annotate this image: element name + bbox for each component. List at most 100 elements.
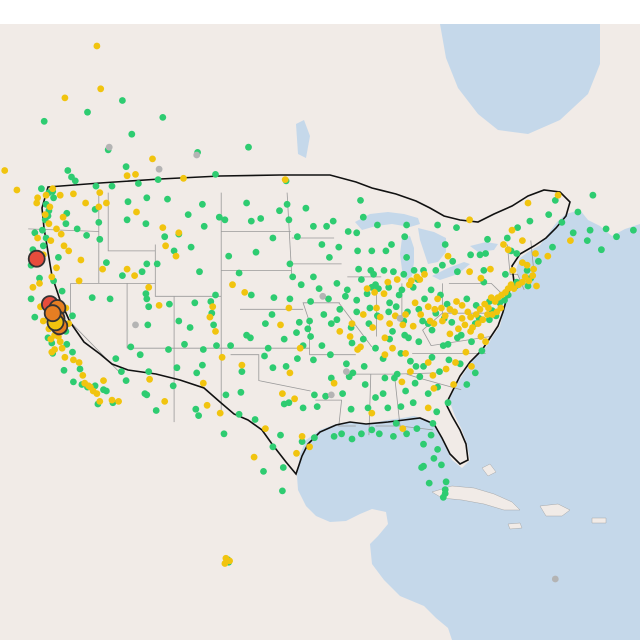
sensor-marker-good[interactable] xyxy=(127,343,135,351)
sensor-marker-good[interactable] xyxy=(280,400,288,408)
sensor-marker-good[interactable] xyxy=(454,268,461,276)
sensor-marker-moderate[interactable] xyxy=(530,265,537,273)
sensor-marker-moderate[interactable] xyxy=(455,325,462,333)
sensor-marker-moderate[interactable] xyxy=(203,401,211,409)
sensor-marker-good[interactable] xyxy=(100,386,107,394)
sensor-marker-good[interactable] xyxy=(370,270,377,278)
sensor-marker-good[interactable] xyxy=(193,369,201,377)
sensor-marker-good[interactable] xyxy=(92,182,100,190)
sensor-marker-moderate[interactable] xyxy=(544,252,552,260)
sensor-marker-good[interactable] xyxy=(27,295,35,303)
sensor-marker-moderate[interactable] xyxy=(363,285,371,292)
sensor-marker-good[interactable] xyxy=(335,243,343,251)
sensor-marker-good[interactable] xyxy=(161,233,169,241)
sensor-marker-moderate[interactable] xyxy=(216,409,224,417)
sensor-marker-good[interactable] xyxy=(428,326,436,334)
sensor-marker-no_data[interactable] xyxy=(132,321,139,329)
sensor-marker-good[interactable] xyxy=(235,269,243,277)
sensor-marker-good[interactable] xyxy=(364,404,372,412)
sensor-marker-good[interactable] xyxy=(145,368,153,375)
sensor-marker-good[interactable] xyxy=(388,241,395,248)
sensor-marker-moderate[interactable] xyxy=(285,304,293,312)
sensor-marker-moderate[interactable] xyxy=(504,246,512,254)
sensor-marker-good[interactable] xyxy=(336,305,344,313)
sensor-marker-moderate[interactable] xyxy=(93,390,101,397)
sensor-marker-moderate[interactable] xyxy=(416,276,424,283)
sensor-marker-moderate[interactable] xyxy=(115,398,122,405)
sensor-marker-moderate[interactable] xyxy=(103,199,110,207)
sensor-marker-moderate[interactable] xyxy=(371,289,378,296)
sensor-marker-good[interactable] xyxy=(295,318,303,326)
sensor-marker-moderate[interactable] xyxy=(398,378,406,386)
sensor-marker-moderate[interactable] xyxy=(199,379,207,387)
sensor-marker-good[interactable] xyxy=(269,234,277,242)
sensor-marker-moderate[interactable] xyxy=(41,211,49,219)
sensor-marker-good[interactable] xyxy=(432,267,440,274)
sensor-marker-good[interactable] xyxy=(392,420,400,427)
sensor-marker-good[interactable] xyxy=(602,225,610,233)
sensor-marker-moderate[interactable] xyxy=(434,295,441,303)
sensor-marker-moderate[interactable] xyxy=(77,256,85,264)
sensor-marker-moderate[interactable] xyxy=(277,321,284,329)
sensor-marker-good[interactable] xyxy=(327,374,335,382)
sensor-marker-good[interactable] xyxy=(333,280,341,287)
sensor-marker-good[interactable] xyxy=(392,303,400,311)
sensor-marker-good[interactable] xyxy=(445,356,453,364)
sensor-marker-good[interactable] xyxy=(269,364,277,372)
sensor-marker-good[interactable] xyxy=(298,438,306,445)
sensor-marker-good[interactable] xyxy=(428,353,436,361)
sensor-marker-good[interactable] xyxy=(402,387,409,395)
sensor-marker-good[interactable] xyxy=(247,217,255,225)
sensor-marker-moderate[interactable] xyxy=(348,320,356,327)
sensor-marker-good[interactable] xyxy=(165,346,172,353)
sensor-marker-moderate[interactable] xyxy=(180,174,187,182)
sensor-marker-good[interactable] xyxy=(372,344,379,352)
sensor-marker-good[interactable] xyxy=(323,222,330,230)
sensor-marker-good[interactable] xyxy=(325,295,332,303)
sensor-marker-moderate[interactable] xyxy=(519,259,526,266)
sensor-marker-good[interactable] xyxy=(569,229,577,237)
sensor-marker-good[interactable] xyxy=(36,274,43,282)
sensor-marker-moderate[interactable] xyxy=(56,191,64,199)
sensor-marker-moderate[interactable] xyxy=(442,365,450,373)
sensor-marker-good[interactable] xyxy=(135,180,142,187)
sensor-marker-good[interactable] xyxy=(385,308,393,316)
sensor-marker-good[interactable] xyxy=(463,295,471,303)
sensor-marker-good[interactable] xyxy=(353,308,361,316)
sensor-marker-moderate[interactable] xyxy=(97,85,105,93)
sensor-marker-moderate[interactable] xyxy=(100,377,107,384)
sensor-marker-moderate[interactable] xyxy=(33,199,41,207)
sensor-marker-good[interactable] xyxy=(142,220,150,228)
sensor-marker-moderate[interactable] xyxy=(482,338,489,346)
sensor-marker-moderate[interactable] xyxy=(421,270,428,278)
sensor-marker-good[interactable] xyxy=(62,220,70,228)
sensor-marker-moderate[interactable] xyxy=(123,265,131,273)
sensor-marker-moderate[interactable] xyxy=(529,272,537,279)
sensor-marker-moderate[interactable] xyxy=(554,191,562,199)
sensor-marker-good[interactable] xyxy=(363,290,371,298)
sensor-marker-moderate[interactable] xyxy=(36,280,43,287)
sensor-marker-moderate[interactable] xyxy=(241,289,249,296)
sensor-marker-good[interactable] xyxy=(545,211,553,219)
sensor-marker-good[interactable] xyxy=(513,250,521,257)
sensor-marker-good[interactable] xyxy=(467,251,474,259)
sensor-marker-moderate[interactable] xyxy=(291,395,298,403)
sensor-marker-moderate[interactable] xyxy=(218,353,226,361)
sensor-marker-good[interactable] xyxy=(476,251,484,259)
sensor-marker-good[interactable] xyxy=(397,350,405,357)
sensor-marker-good[interactable] xyxy=(282,363,290,370)
sensor-marker-good[interactable] xyxy=(434,221,441,229)
sensor-marker-good[interactable] xyxy=(186,324,194,331)
sensor-marker-good[interactable] xyxy=(439,493,447,501)
sensor-marker-good[interactable] xyxy=(302,204,310,212)
sensor-marker-moderate[interactable] xyxy=(411,299,419,307)
sensor-marker-good[interactable] xyxy=(221,216,229,224)
sensor-marker-moderate[interactable] xyxy=(46,203,54,211)
sensor-marker-moderate[interactable] xyxy=(34,234,41,242)
sensor-marker-moderate[interactable] xyxy=(424,404,432,412)
sensor-marker-moderate[interactable] xyxy=(56,338,64,346)
sensor-marker-good[interactable] xyxy=(277,431,284,439)
sensor-marker-good[interactable] xyxy=(427,431,435,439)
sensor-marker-moderate[interactable] xyxy=(429,372,437,379)
sensor-marker-good[interactable] xyxy=(199,200,206,208)
